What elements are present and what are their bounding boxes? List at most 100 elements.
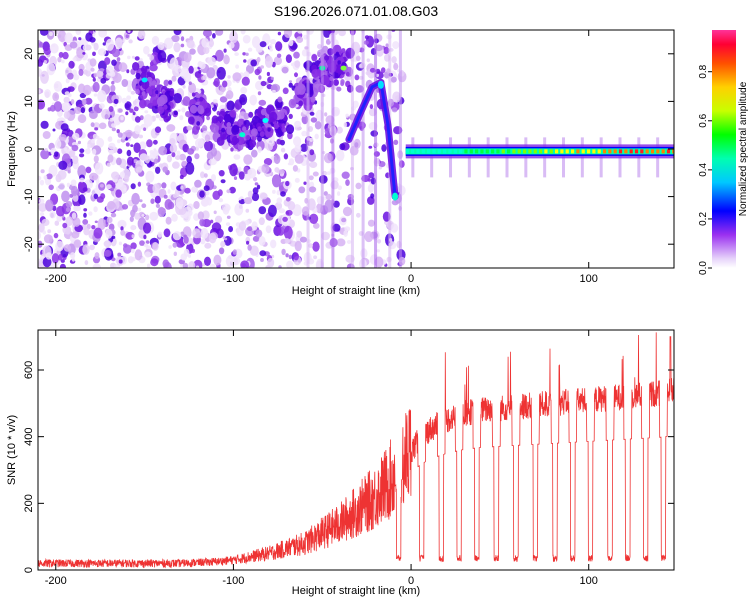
spectrogram-cell <box>163 79 169 87</box>
spectrogram-cell <box>276 129 283 138</box>
spectrogram-cell <box>107 136 113 142</box>
spectrogram-cell <box>298 186 306 194</box>
spectrogram-cell <box>245 208 250 213</box>
spectrogram-cell <box>196 125 201 131</box>
spectrogram-cell <box>391 199 399 206</box>
carrier-segment <box>443 149 447 154</box>
spectrogram-cell <box>216 66 226 80</box>
spectrogram-cell <box>266 71 270 77</box>
spectrogram-cell <box>119 171 125 178</box>
spectrogram-cell <box>339 143 346 151</box>
spectrogram-streak <box>398 30 402 268</box>
carrier-segment <box>608 149 612 154</box>
spectrogram-cell <box>104 57 111 65</box>
spectrogram-cell <box>168 80 173 85</box>
spectrogram-cell <box>226 126 233 135</box>
spectrogram-cell <box>254 182 259 186</box>
spectrogram-cell <box>227 75 231 79</box>
spectrogram-cell <box>69 41 78 49</box>
spectrogram-cell <box>92 122 100 129</box>
spectrogram-cell <box>258 206 267 215</box>
spectrogram-cell <box>270 76 274 80</box>
spectrogram-cell <box>239 94 248 106</box>
spectrogram-cell <box>106 184 112 190</box>
spectrogram-cell <box>378 166 382 170</box>
spectrogram-cell <box>269 39 277 45</box>
spectrogram-cell <box>248 111 254 118</box>
spectrogram-cell <box>294 60 301 68</box>
spectrogram-cell <box>271 89 276 94</box>
spectrogram-cell <box>226 189 231 194</box>
spectrogram-cell <box>155 90 159 95</box>
spectrogram-cell <box>255 229 263 238</box>
spectrogram-cell <box>117 148 123 154</box>
spectrogram-cell <box>57 170 67 180</box>
spectrogram-cell <box>99 122 107 130</box>
spectrogram-cell <box>92 81 100 93</box>
spectrogram-cell <box>111 127 116 132</box>
spectrogram-cell <box>73 205 78 212</box>
spectrogram-cell <box>238 197 242 201</box>
spectrogram-cell <box>120 116 124 121</box>
spectrogram-cell <box>260 108 267 116</box>
snr-y-axis-label: SNR (10 * v/v) <box>6 415 18 485</box>
spectrogram-cell <box>125 34 129 38</box>
spectrogram-cell <box>189 104 198 114</box>
spectrogram-cell <box>46 62 56 76</box>
spectrogram-cell <box>188 116 195 125</box>
spectrogram-cell <box>288 82 293 88</box>
spectrogram-cell <box>370 193 375 199</box>
spectrogram-cell <box>77 140 81 145</box>
snr-x-tick-label: 100 <box>580 575 598 587</box>
spectrogram-cell <box>252 187 259 195</box>
spectrogram-cell <box>64 91 70 96</box>
spectrogram-cell <box>254 68 261 76</box>
spectrogram-cell <box>300 143 309 152</box>
spectrogram-cell <box>313 255 318 260</box>
spectrogram-cell <box>296 36 304 43</box>
spectrogram-cell <box>303 181 307 185</box>
spectrogram-cell <box>337 191 341 196</box>
carrier-segment <box>517 149 521 154</box>
spectrogram-cell <box>296 230 303 238</box>
spectrogram-cell <box>162 259 170 268</box>
spectrogram-cell <box>187 148 195 155</box>
spectrogram-cell <box>201 125 208 132</box>
spectrogram-cell <box>139 99 147 109</box>
spectrogram-cell <box>145 170 155 183</box>
spectrogram-cell <box>72 217 81 227</box>
spectrogram-cell <box>60 123 69 131</box>
spectrogram-cell <box>38 99 46 110</box>
spectrogram-cell <box>88 211 93 216</box>
carrier-segment <box>507 149 511 154</box>
spectrogram-cell <box>281 126 287 133</box>
spectrogram-cell <box>164 37 174 49</box>
carrier-segment <box>469 149 473 154</box>
spectrogram-cell <box>176 150 181 156</box>
spectrogram-cell <box>171 75 177 82</box>
spectrogram-cell <box>59 263 67 268</box>
spectrogram-cell <box>151 35 160 45</box>
spectrogram-cell <box>285 253 289 258</box>
spectrogram-cell <box>352 100 359 109</box>
spectrogram-cell <box>38 89 41 94</box>
carrier-segment <box>656 149 660 154</box>
spectrogram-cell <box>117 132 123 138</box>
spectrogram-cell <box>133 142 141 154</box>
spectrogram-cell <box>273 154 281 165</box>
spectrogram-cell <box>139 199 143 203</box>
spectrogram-cell <box>133 106 139 112</box>
spectrogram-cell <box>43 234 53 244</box>
spectrogram-cell <box>62 222 68 229</box>
spectrogram-cell <box>223 237 228 241</box>
spectrogram-cell <box>122 166 127 170</box>
spectrogram-cell <box>210 147 218 157</box>
spectrogram-cell <box>79 148 85 153</box>
carrier-segment <box>672 149 674 154</box>
spectrogram-cell <box>223 54 230 65</box>
spectrogram-cell <box>48 31 53 37</box>
spectrogram-cell <box>91 138 95 144</box>
spectrogram-cell <box>309 111 315 116</box>
spectrogram-cell <box>354 74 360 81</box>
spectrogram-cell <box>390 76 397 83</box>
